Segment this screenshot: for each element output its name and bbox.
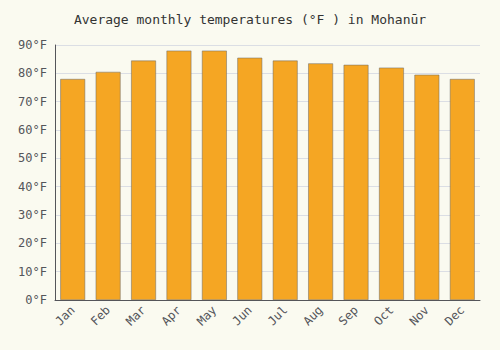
svg-text:30°F: 30°F xyxy=(18,208,47,222)
svg-text:May: May xyxy=(194,303,219,328)
svg-text:20°F: 20°F xyxy=(18,236,47,250)
svg-text:0°F: 0°F xyxy=(25,293,47,307)
svg-text:60°F: 60°F xyxy=(18,123,47,137)
svg-text:50°F: 50°F xyxy=(18,151,47,165)
svg-text:Apr: Apr xyxy=(159,303,184,328)
svg-text:Jun: Jun xyxy=(230,303,255,328)
svg-text:Dec: Dec xyxy=(442,303,467,328)
svg-text:40°F: 40°F xyxy=(18,180,47,194)
svg-text:80°F: 80°F xyxy=(18,66,47,80)
svg-text:70°F: 70°F xyxy=(18,95,47,109)
svg-text:Nov: Nov xyxy=(407,303,432,328)
svg-text:Sep: Sep xyxy=(336,303,361,328)
svg-text:Feb: Feb xyxy=(88,303,113,328)
svg-text:Mar: Mar xyxy=(123,303,148,328)
svg-text:Oct: Oct xyxy=(371,303,396,328)
svg-text:Jul: Jul xyxy=(265,303,290,328)
svg-text:90°F: 90°F xyxy=(18,38,47,52)
svg-text:10°F: 10°F xyxy=(18,265,47,279)
svg-text:Aug: Aug xyxy=(300,303,325,328)
svg-text:Average monthly temperatures (: Average monthly temperatures (°F ) in Mo… xyxy=(74,12,426,27)
svg-text:Jan: Jan xyxy=(52,303,77,328)
